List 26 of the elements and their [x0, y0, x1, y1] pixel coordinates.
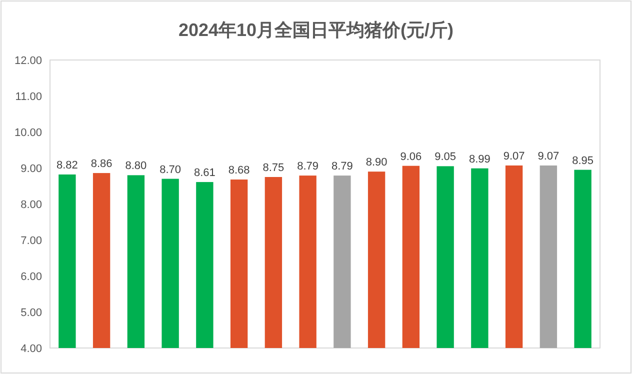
data-label: 8.75 [262, 162, 284, 174]
data-label: 8.70 [160, 164, 182, 176]
y-tick-label: 5.00 [20, 307, 42, 319]
y-tick-label: 4.00 [20, 343, 42, 355]
data-label: 8.79 [297, 160, 319, 173]
data-label: 8.61 [194, 167, 216, 180]
data-label: 8.82 [56, 159, 78, 172]
data-label: 9.07 [538, 150, 560, 162]
y-tick-label: 6.00 [20, 271, 42, 283]
data-label: 9.07 [503, 150, 525, 162]
y-tick-label: 9.00 [20, 163, 42, 175]
y-tick-label: 12.00 [14, 55, 42, 67]
data-label: 8.86 [90, 158, 112, 170]
data-label: 8.80 [125, 160, 147, 172]
y-tick-label: 10.00 [14, 127, 42, 139]
data-label: 9.06 [400, 150, 422, 163]
data-label: 8.90 [366, 156, 388, 169]
data-label: 8.68 [228, 164, 250, 177]
y-tick-label: 7.00 [20, 235, 42, 247]
y-tick-label: 8.00 [20, 199, 42, 211]
y-tick-label: 11.00 [15, 91, 42, 103]
data-label: 9.05 [434, 151, 456, 164]
data-label: 8.79 [331, 160, 353, 173]
chart-title: 2024年10月全国日平均猪价(元/斤) [178, 20, 454, 40]
data-label: 8.99 [468, 153, 490, 166]
data-label: 8.95 [572, 154, 594, 167]
